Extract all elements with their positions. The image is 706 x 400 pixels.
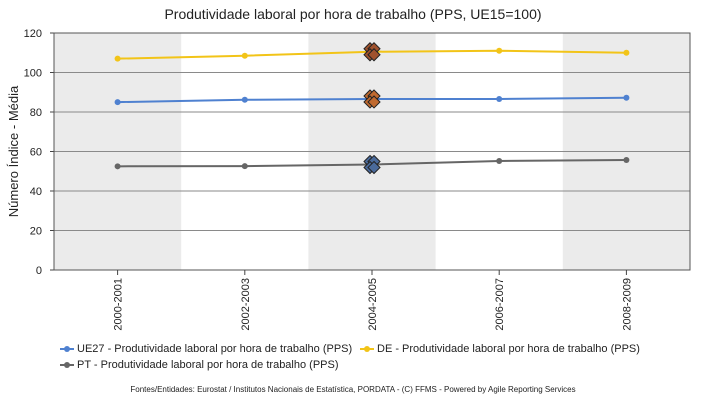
- legend-item-ue27[interactable]: UE27 - Produtividade laboral por hora de…: [60, 343, 352, 355]
- legend-marker-de: [360, 344, 374, 354]
- data-point: [114, 99, 121, 106]
- data-point: [241, 163, 248, 170]
- highlight-marker: [367, 48, 381, 62]
- data-point: [623, 49, 630, 56]
- legend-label-pt: PT - Produtividade laboral por hora de t…: [77, 359, 339, 371]
- x-tick-label: 2008-2009: [621, 278, 633, 331]
- legend-item-de[interactable]: DE - Produtividade laboral por hora de t…: [360, 343, 640, 355]
- data-point: [496, 95, 503, 102]
- data-point: [241, 52, 248, 59]
- y-axis-title: Número Índice - Média: [6, 85, 21, 217]
- legend-label-ue27: UE27 - Produtividade laboral por hora de…: [77, 343, 353, 355]
- y-tick-label: 100: [24, 68, 42, 80]
- legend-item-pt[interactable]: PT - Produtividade laboral por hora de t…: [60, 359, 339, 371]
- chart-title: Produtividade laboral por hora de trabal…: [164, 6, 542, 22]
- y-tick-label: 120: [24, 28, 42, 40]
- data-point: [496, 157, 503, 164]
- x-tick-label: 2004-2005: [367, 278, 379, 331]
- data-point: [496, 47, 503, 54]
- legend-label-de: DE - Produtividade laboral por hora de t…: [377, 343, 640, 355]
- y-tick-label: 0: [36, 265, 42, 277]
- x-tick-label: 2002-2003: [240, 278, 252, 331]
- source-note: Fontes/Entidades: Eurostat / Institutos …: [130, 385, 576, 394]
- x-tick-label: 2006-2007: [494, 278, 506, 331]
- data-point: [623, 156, 630, 163]
- highlight-marker: [367, 95, 381, 109]
- data-point: [114, 55, 121, 62]
- x-tick-label: 2000-2001: [113, 278, 125, 331]
- y-tick-label: 80: [30, 107, 42, 119]
- legend-marker-pt: [60, 360, 74, 370]
- data-point: [623, 94, 630, 101]
- legend-marker-ue27: [60, 344, 74, 354]
- highlight-marker: [367, 160, 381, 175]
- y-tick-label: 60: [30, 147, 42, 159]
- data-point: [114, 163, 121, 170]
- y-tick-label: 40: [30, 186, 42, 198]
- data-point: [241, 96, 248, 103]
- y-tick-label: 20: [30, 226, 42, 238]
